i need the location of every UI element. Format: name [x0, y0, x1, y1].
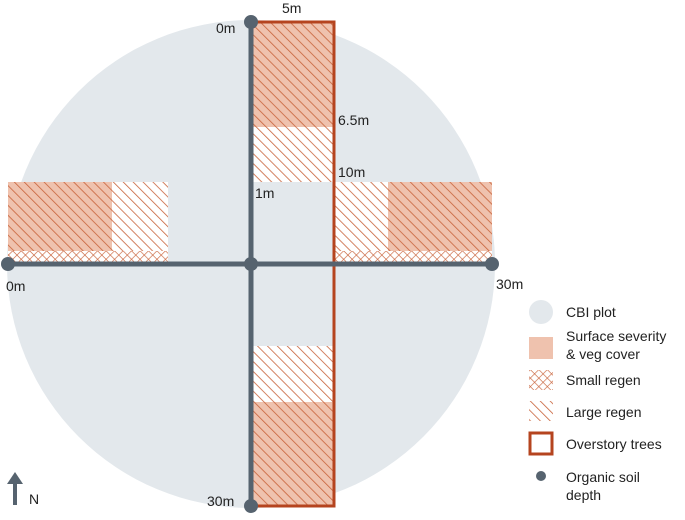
soil-point-east: [485, 257, 499, 271]
legend-cbi-plot: CBI plot: [566, 304, 616, 320]
north-arrow-icon: [7, 472, 23, 505]
legend-small-regen: Small regen: [566, 372, 641, 388]
bottom-large-regen-hatch: [251, 346, 334, 402]
west-small-regen-hatch: [8, 251, 168, 264]
legend-overstory: Overstory trees: [566, 436, 662, 452]
top-large-regen-lower-hatch: [251, 127, 334, 182]
circle-swatch-icon: [529, 300, 553, 324]
soil-point-center: [244, 257, 258, 271]
label-left-0m: 0m: [6, 278, 25, 294]
outlined-square-swatch-icon: [528, 431, 554, 456]
west-large-regen-hatch: [112, 182, 168, 264]
label-10m: 10m: [338, 164, 365, 180]
bottom-surface-hatch: [251, 402, 334, 506]
soil-point-north: [244, 15, 258, 29]
east-small-regen-hatch: [334, 251, 492, 264]
label-top-0m: 0m: [216, 20, 235, 36]
crosshatch-swatch-icon: [529, 370, 553, 390]
dot-swatch-icon: [536, 471, 546, 481]
label-1m: 1m: [255, 185, 274, 201]
legend-surface-line1: Surface severity: [566, 328, 666, 344]
legend-surface-line2: & veg cover: [566, 346, 640, 362]
label-right-30m: 30m: [496, 276, 523, 292]
soil-point-south: [244, 499, 258, 513]
west-surface-hatch: [8, 182, 112, 264]
legend-soil-line2: depth: [566, 487, 601, 503]
east-surface-hatch: [388, 182, 492, 264]
label-top-5m: 5m: [282, 0, 301, 16]
label-6-5m: 6.5m: [338, 112, 369, 128]
soil-point-west: [1, 257, 15, 271]
legend: CBI plot Surface severity & veg cover Sm…: [528, 300, 666, 503]
legend-soil-line1: Organic soil: [566, 469, 640, 485]
diagonal-hatch-swatch-icon: [529, 401, 553, 421]
filled-square-swatch-icon: [529, 337, 553, 359]
north-label: N: [29, 491, 39, 507]
top-large-regen-area: [251, 22, 334, 127]
east-large-regen-hatch: [334, 182, 388, 264]
label-bottom-30m: 30m: [207, 493, 234, 509]
legend-large-regen: Large regen: [566, 404, 642, 420]
